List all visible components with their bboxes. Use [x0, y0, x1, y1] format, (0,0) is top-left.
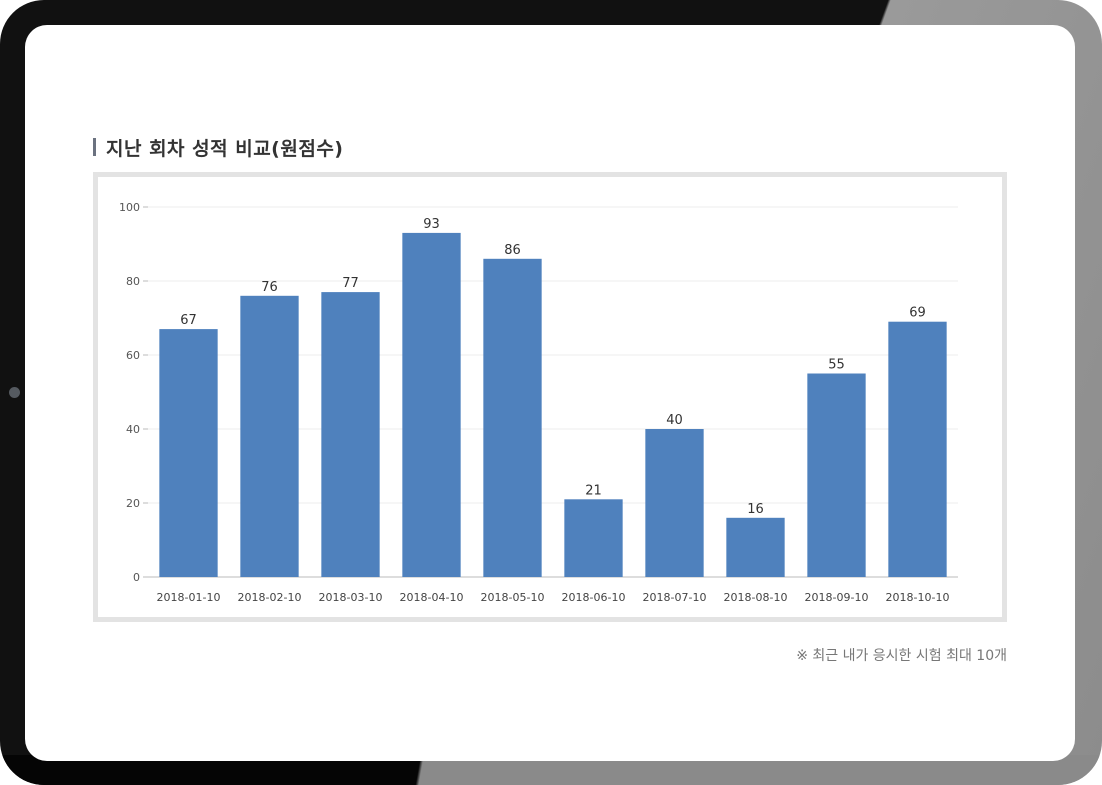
data-label: 40: [666, 413, 683, 428]
bar-chart: 0 20 40 60 80 100 67 2018-01-10 76 2018-02-10 77 20…: [119, 201, 958, 604]
screen: 지난 회차 성적 비교(원점수) 0 20 40 60 80 100 67 2018-01-1…: [25, 25, 1075, 761]
y-tick-label: 20: [126, 497, 140, 510]
x-tick-label: 2018-07-10: [643, 591, 707, 604]
y-tick-label: 80: [126, 275, 140, 288]
bar: [240, 295, 299, 577]
data-label: 21: [585, 483, 602, 498]
bar: [726, 517, 785, 577]
x-tick-label: 2018-04-10: [400, 591, 464, 604]
bar: [807, 373, 866, 577]
y-tick-label: 60: [126, 349, 140, 362]
chart-container: 0 20 40 60 80 100 67 2018-01-10 76 2018-02-10 77 20…: [93, 172, 1007, 622]
data-label: 16: [747, 502, 764, 517]
x-tick-label: 2018-01-10: [157, 591, 221, 604]
bar: [888, 321, 947, 577]
data-label: 55: [828, 358, 845, 373]
x-tick-label: 2018-08-10: [724, 591, 788, 604]
home-button-dot[interactable]: [9, 387, 20, 398]
bar: [483, 258, 542, 577]
section-header: 지난 회차 성적 비교(원점수): [93, 133, 344, 161]
section-title: 지난 회차 성적 비교(원점수): [106, 137, 344, 160]
footnote: ※ 최근 내가 응시한 시험 최대 10개: [796, 648, 1007, 664]
bar: [564, 499, 623, 577]
data-label: 86: [504, 243, 521, 258]
x-tick-label: 2018-09-10: [805, 591, 869, 604]
y-tick-label: 40: [126, 423, 140, 436]
data-label: 93: [423, 217, 440, 232]
x-tick-label: 2018-10-10: [886, 591, 950, 604]
y-tick-label: 100: [119, 201, 140, 214]
title-accent-bar: [93, 138, 96, 156]
x-tick-label: 2018-02-10: [238, 591, 302, 604]
x-tick-label: 2018-03-10: [319, 591, 383, 604]
bar: [159, 329, 218, 577]
x-tick-label: 2018-05-10: [481, 591, 545, 604]
data-label: 76: [261, 280, 278, 295]
bar: [645, 429, 704, 577]
bar: [402, 232, 461, 577]
bar: [321, 292, 380, 577]
data-label: 77: [342, 276, 359, 291]
data-label: 67: [180, 313, 197, 328]
data-label: 69: [909, 306, 926, 321]
x-tick-label: 2018-06-10: [562, 591, 626, 604]
y-tick-label: 0: [133, 571, 140, 584]
